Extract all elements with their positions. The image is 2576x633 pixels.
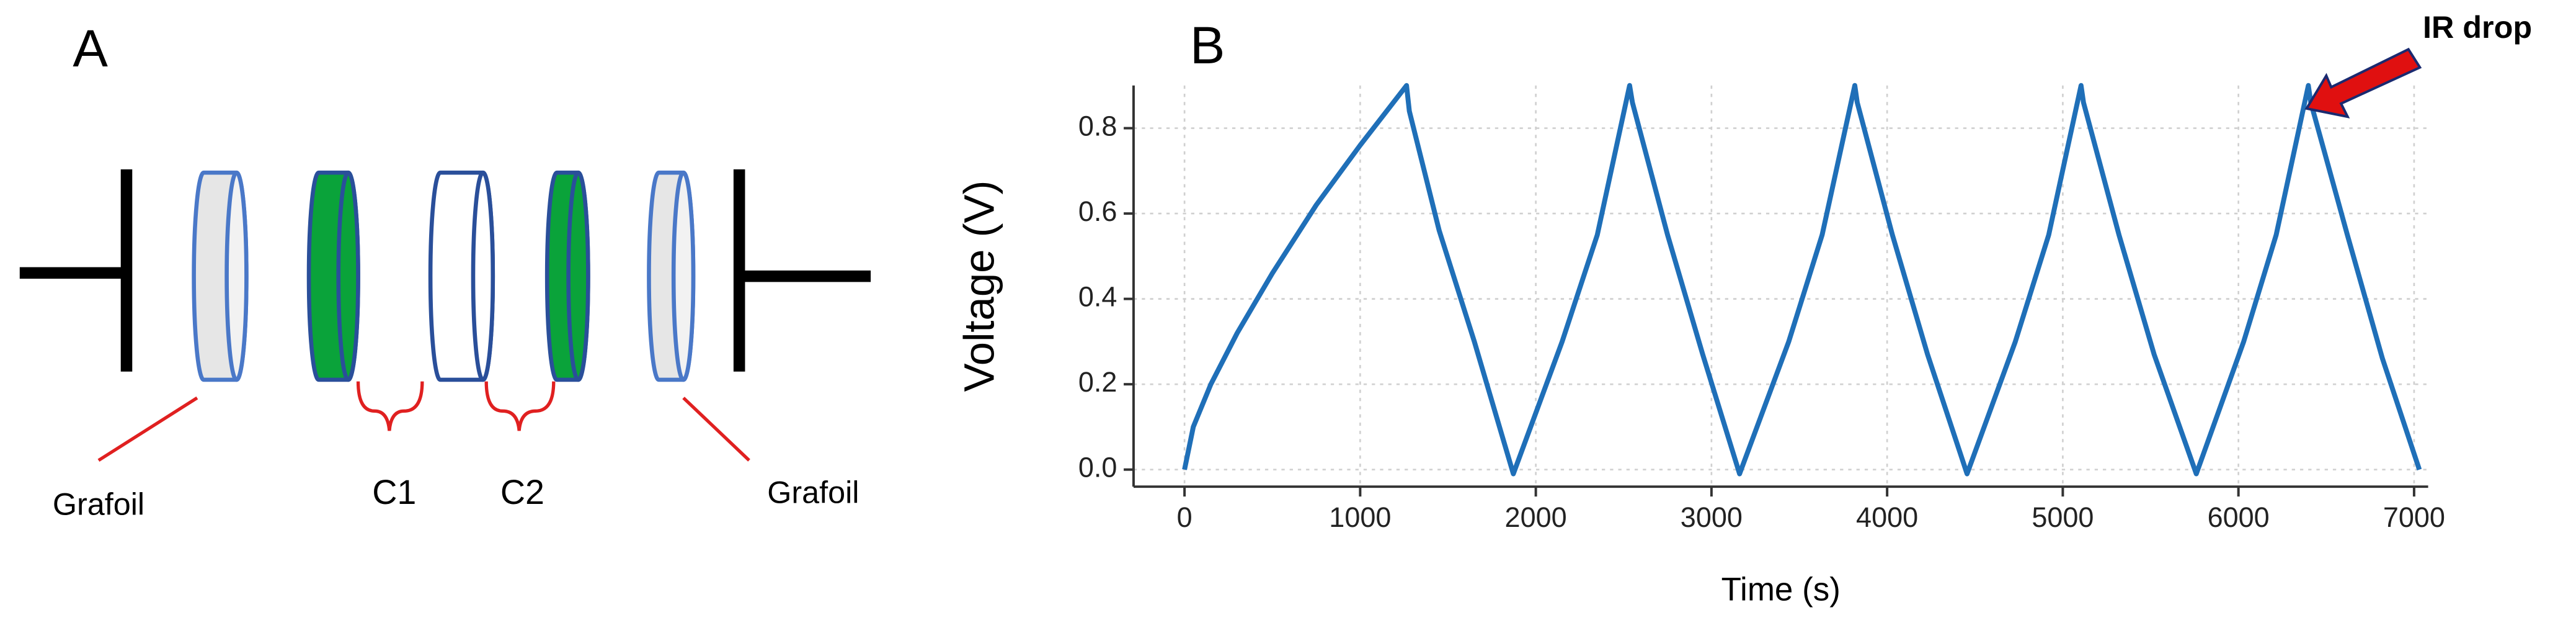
- panel-label: A: [73, 19, 108, 78]
- annotation-arrow: [2304, 47, 2422, 119]
- y-tick-label: 0.8: [1078, 110, 1117, 141]
- x-tick-label: 7000: [2383, 501, 2445, 533]
- diagram-label: C1: [372, 473, 416, 511]
- panel-label: B: [1190, 16, 1225, 74]
- data-line: [1182, 83, 2422, 477]
- diagram-label: Grafoil: [53, 486, 144, 521]
- diagram-label: C2: [500, 473, 544, 511]
- brackets: [97, 381, 750, 462]
- electrode-left: [19, 169, 133, 372]
- y-tick-label: 0.2: [1078, 366, 1117, 398]
- x-tick-label: 0: [1177, 501, 1193, 533]
- disc-face: [566, 170, 590, 382]
- disc-face: [224, 170, 249, 382]
- x-axis-label: Time (s): [1721, 572, 1841, 608]
- y-tick-label: 0.4: [1078, 281, 1117, 313]
- diagram-label: Grafoil: [767, 475, 859, 510]
- x-tick-label: 4000: [1856, 501, 1918, 533]
- x-tick-label: 5000: [2032, 501, 2094, 533]
- x-tick-label: 2000: [1505, 501, 1567, 533]
- x-tick-label: 3000: [1681, 501, 1743, 533]
- x-tick-label: 6000: [2208, 501, 2270, 533]
- y-axis-label: Voltage (V): [955, 181, 1003, 392]
- disc-face: [671, 170, 696, 382]
- x-tick-label: 1000: [1329, 501, 1391, 533]
- disc-face: [336, 170, 360, 382]
- y-tick-label: 0.6: [1078, 195, 1117, 227]
- electrode-right: [733, 169, 871, 372]
- annotation: IR drop: [2423, 9, 2532, 45]
- y-tick-label: 0.0: [1078, 452, 1117, 483]
- disc-face: [471, 170, 495, 382]
